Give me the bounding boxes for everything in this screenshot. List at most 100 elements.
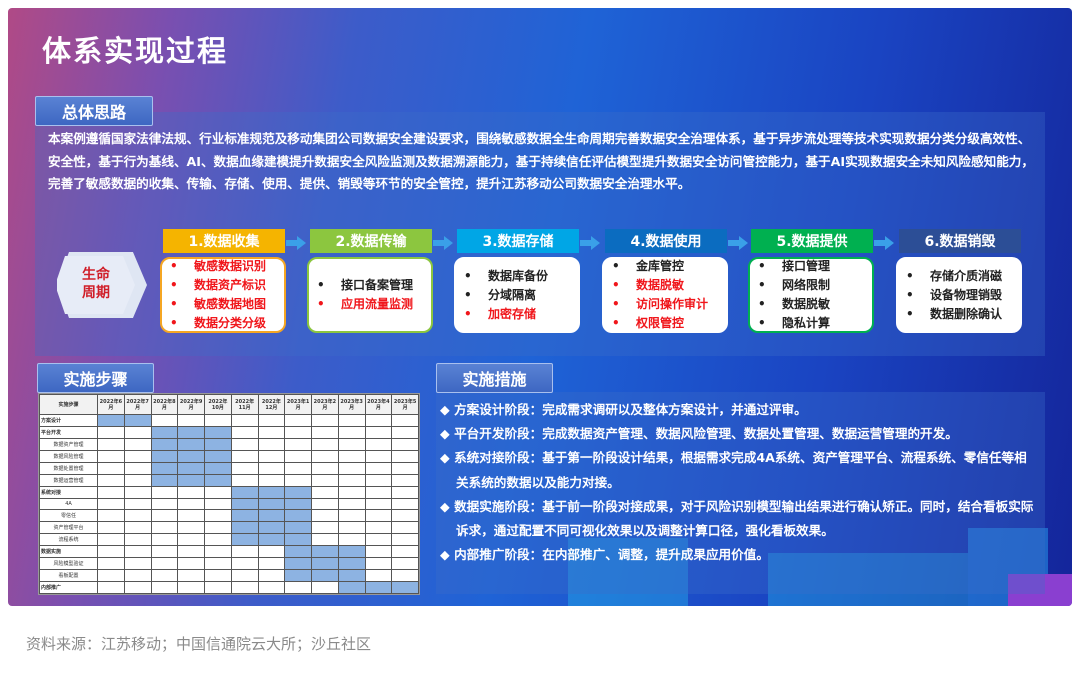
gantt-cell bbox=[97, 568, 125, 582]
measure-item: ◆ 数据实施阶段：基于前一阶段对接成果，对于风险识别模型输出结果进行确认矫正。同… bbox=[436, 495, 1036, 543]
gantt-bar-cell bbox=[177, 462, 205, 476]
gantt-cell bbox=[257, 474, 286, 488]
gantt-row-label: 方案设计 bbox=[39, 413, 98, 428]
gantt-bar-cell bbox=[284, 556, 312, 570]
gantt-cell bbox=[204, 568, 232, 582]
lifecycle-stage: 3.数据存储 • 数据库备份 • 分域隔离 • 加密存储 bbox=[454, 229, 580, 333]
gantt-bar-cell bbox=[337, 580, 366, 595]
source-note: 资料来源：江苏移动；中国信通院云大所；沙丘社区 bbox=[26, 635, 372, 653]
gantt-month-header: 2022年9月 bbox=[177, 394, 205, 415]
gantt-cell bbox=[150, 580, 179, 595]
stage-item-text: 分域隔离 bbox=[488, 287, 537, 302]
bullet-icon: • bbox=[906, 287, 914, 302]
gantt-bar-cell bbox=[204, 474, 232, 488]
stage-title: 4.数据使用 bbox=[605, 229, 727, 253]
gantt-cell bbox=[311, 450, 339, 464]
diamond-bullet-icon: ◆ bbox=[440, 498, 450, 514]
gantt-cell bbox=[364, 508, 393, 522]
bullet-icon: • bbox=[758, 278, 766, 292]
gantt-cell bbox=[150, 486, 179, 500]
stage-title: 3.数据存储 bbox=[457, 229, 579, 253]
stage-item: • 设备物理销毁 bbox=[904, 286, 1014, 305]
page-title: 体系实现过程 bbox=[42, 34, 229, 68]
bullet-icon: • bbox=[170, 316, 178, 330]
gantt-bar-cell bbox=[284, 544, 312, 558]
measures-list: ◆ 方案设计阶段：完成需求调研以及整体方案设计，并通过评审。 ◆ 平台开发阶段：完… bbox=[436, 398, 1036, 567]
gantt-bar-cell bbox=[337, 556, 366, 570]
stage-item: • 应用流量监测 bbox=[315, 295, 425, 314]
stage-item: • 网络限制 bbox=[756, 276, 866, 295]
arrow-right-icon bbox=[580, 235, 600, 250]
gantt-row-label: 数据处置管理 bbox=[39, 462, 98, 476]
gantt-bar-cell bbox=[177, 426, 205, 440]
gantt-cell bbox=[311, 580, 339, 595]
gantt-cell bbox=[284, 580, 312, 595]
bullet-icon: • bbox=[464, 268, 472, 283]
gantt-cell bbox=[123, 568, 152, 582]
hexagon-arrow-icon bbox=[57, 252, 147, 318]
gantt-cell bbox=[284, 450, 312, 464]
gantt-cell bbox=[257, 568, 286, 582]
measure-item: ◆ 内部推广阶段：在内部推广、调整，提升成果应用价值。 bbox=[436, 543, 1036, 567]
gantt-cell bbox=[123, 474, 152, 488]
lifecycle-stage: 6.数据销毁 • 存储介质消磁 • 设备物理销毁 • 数据删除确认 bbox=[896, 229, 1022, 333]
gantt-cell bbox=[230, 568, 259, 582]
lifecycle-stage: 1.数据收集 • 敏感数据识别 • 数据资产标识 • 敏感数据地图 • 数据分类分级 bbox=[160, 229, 286, 333]
gantt-cell bbox=[311, 462, 339, 476]
overview-text: 本案例遵循国家法律法规、行业标准规范及移动集团公司数据安全建设要求，围绕敏感数据… bbox=[48, 131, 1034, 191]
stage-item: • 数据脱敏 bbox=[756, 295, 866, 314]
gantt-cell bbox=[391, 568, 419, 582]
gantt-bar-cell bbox=[364, 580, 393, 595]
gantt-cell bbox=[337, 520, 366, 534]
gantt-cell bbox=[364, 556, 393, 570]
stage-item: • 存储介质消磁 bbox=[904, 267, 1014, 286]
gantt-bar-cell bbox=[230, 520, 259, 534]
bullet-icon: • bbox=[317, 278, 325, 292]
gantt-bar-cell bbox=[311, 556, 339, 570]
gantt-cell bbox=[391, 438, 419, 452]
bullet-icon: • bbox=[170, 278, 178, 292]
gantt-row: 内部推广 bbox=[39, 580, 419, 595]
gantt-bar-cell bbox=[150, 426, 179, 440]
bullet-icon: • bbox=[758, 316, 766, 330]
gantt-bar-cell bbox=[204, 462, 232, 476]
lifecycle-stage: 2.数据传输 • 接口备案管理 • 应用流量监测 bbox=[307, 229, 433, 333]
stage-item: • 数据资产标识 bbox=[168, 276, 278, 295]
stage-item: • 访问操作审计 bbox=[610, 295, 720, 314]
gantt-row: 零信任 bbox=[39, 508, 419, 522]
stage-item: • 权限管控 bbox=[610, 314, 720, 333]
gantt-cell bbox=[97, 438, 125, 452]
gantt-table: 实施步骤 2022年6月 2022年7月 2022年8月 2022年9月 2022年10月… bbox=[38, 393, 420, 595]
gantt-cell bbox=[364, 520, 393, 534]
gantt-cell bbox=[311, 413, 339, 428]
stage-card: • 数据库备份 • 分域隔离 • 加密存储 bbox=[454, 257, 580, 333]
gantt-cell bbox=[337, 438, 366, 452]
gantt-cell bbox=[123, 498, 152, 510]
gantt-cell bbox=[97, 532, 125, 546]
gantt-row-label: 数据实施 bbox=[39, 544, 98, 558]
bullet-icon: • bbox=[758, 259, 766, 273]
stage-item: • 接口管理 bbox=[756, 257, 866, 276]
gantt-cell bbox=[97, 580, 125, 595]
gantt-bar-cell bbox=[257, 498, 286, 510]
gantt-cell bbox=[364, 568, 393, 582]
gantt-cell bbox=[284, 413, 312, 428]
gantt-cell bbox=[391, 486, 419, 500]
gantt-cell bbox=[123, 486, 152, 500]
stage-card: • 敏感数据识别 • 数据资产标识 • 敏感数据地图 • 数据分类分级 bbox=[160, 257, 286, 333]
gantt-cell bbox=[391, 413, 419, 428]
gantt-bar-cell bbox=[230, 486, 259, 500]
gantt-cell bbox=[123, 520, 152, 534]
gantt-cell bbox=[257, 426, 286, 440]
gantt-bar-cell bbox=[230, 532, 259, 546]
gantt-cell bbox=[150, 532, 179, 546]
gantt-cell bbox=[204, 498, 232, 510]
gantt-bar-cell bbox=[284, 568, 312, 582]
decor-block bbox=[568, 538, 688, 606]
gantt-cell bbox=[257, 556, 286, 570]
gantt-cell bbox=[177, 580, 205, 595]
measure-item: ◆ 方案设计阶段：完成需求调研以及整体方案设计，并通过评审。 bbox=[436, 398, 1036, 422]
bullet-icon: • bbox=[612, 316, 620, 330]
diamond-bullet-icon: ◆ bbox=[440, 426, 450, 442]
gantt-month-header: 2022年10月 bbox=[204, 394, 232, 415]
